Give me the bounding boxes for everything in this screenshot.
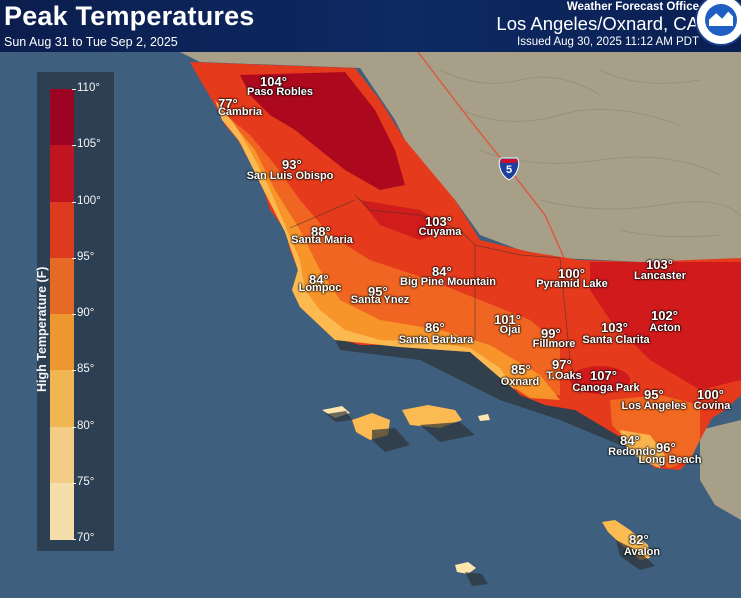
legend-tick-label: 85°: [71, 363, 95, 376]
city-temperature: 103°: [646, 257, 673, 272]
office-location: Los Angeles/Oxnard, CA: [496, 13, 699, 34]
legend-tick-label: 105°: [72, 138, 101, 151]
city-temperature: 84°: [620, 433, 640, 448]
city-temperature: 84°: [432, 264, 452, 279]
city-name: Long Beach: [638, 454, 702, 466]
land-east: [700, 420, 741, 520]
nws-logo-icon: [695, 0, 741, 46]
city-name: Lompoc: [298, 282, 342, 294]
city-name: Cuyama: [418, 226, 462, 238]
city-name: Santa Clarita: [582, 334, 650, 346]
city-temperature: 102°: [651, 308, 678, 323]
legend-segment: [50, 482, 74, 540]
legend-tick-label: 80°: [71, 419, 95, 432]
city-name: Redondo: [608, 446, 656, 458]
city-name: Paso Robles: [246, 86, 314, 98]
city-temperature: 93°: [282, 157, 302, 172]
legend-segment: [50, 314, 74, 371]
interstate-5-label: 5: [505, 164, 513, 176]
city-temperature: 86°: [425, 320, 445, 335]
zone-east-hot: [590, 262, 741, 390]
zone-la-coast: [620, 430, 665, 468]
zone-105-110: [240, 72, 405, 190]
temperature-legend: High Temperature (F) 110° 105° 100° 95° 90° 8…: [35, 72, 114, 551]
legend-segment: [50, 201, 74, 259]
city-temperature: 95°: [368, 284, 388, 299]
city-name: Cambria: [217, 106, 263, 118]
date-range: Sun Aug 31 to Tue Sep 2, 2025: [4, 35, 178, 49]
legend-title: High Temperature (F): [35, 266, 49, 392]
legend-tick-label: 70°: [71, 532, 95, 544]
city-name: Canoga Park: [572, 382, 640, 394]
city-name: Ojai: [499, 324, 521, 336]
city-name: Pyramid Lake: [536, 278, 608, 290]
city-name: Oxnard: [500, 376, 540, 388]
city-name: Los Angeles: [621, 400, 687, 412]
page-title: Peak Temperatures: [4, 1, 255, 31]
legend-color-bar: [50, 89, 74, 540]
city-temperature: 100°: [558, 266, 585, 281]
city-name: Avalon: [623, 546, 661, 558]
office-label: Weather Forecast Office: [566, 1, 699, 13]
zone-coast-80-85: [215, 100, 515, 390]
city-temperature: 101°: [494, 312, 521, 327]
city-name: San Luis Obispo: [246, 170, 334, 182]
city-temperature: 84°: [309, 272, 329, 287]
city-name: Santa Maria: [291, 234, 353, 246]
city-temperature: 103°: [601, 320, 628, 335]
city-temperature: 82°: [629, 532, 649, 547]
header-banner: Peak Temperatures Sun Aug 31 to Tue Sep …: [0, 0, 741, 52]
legend-segment: [50, 370, 74, 427]
city-temperature: 88°: [311, 224, 331, 239]
county-boundaries: [289, 194, 581, 396]
legend-tick-label: 95°: [71, 250, 95, 263]
city-temperature: 100°: [697, 387, 724, 402]
zone-100-105: [360, 200, 450, 240]
legend-tick-label: 90°: [71, 307, 95, 319]
city-temperature: 96°: [656, 440, 676, 455]
zone-canoga-hot: [570, 366, 630, 394]
legend-segment: [50, 89, 74, 146]
city-name: Santa Barbara: [398, 334, 474, 346]
legend-tick-label: 110°: [72, 82, 100, 94]
city-name: Acton: [649, 322, 681, 334]
interstate-shield-icon: [498, 157, 520, 181]
legend-tick-label: 75°: [71, 475, 95, 488]
city-temperature: 95°: [644, 387, 664, 402]
city-name: Santa Ynez: [350, 294, 410, 306]
city-temperature: 104°: [260, 74, 287, 89]
channel-islands: [322, 405, 655, 586]
land-outside-area: [180, 52, 741, 262]
legend-segment: [50, 426, 74, 484]
city-name: Big Pine Mountain: [400, 276, 496, 288]
city-temperature: 85°: [511, 362, 531, 377]
city-name: T.Oaks: [546, 370, 582, 382]
city-temperature: 77°: [218, 96, 238, 111]
issued-time: Issued Aug 30, 2025 11:12 AM PDT: [517, 36, 699, 48]
city-temperature: 107°: [590, 368, 617, 383]
city-temperature: 99°: [541, 326, 561, 341]
city-name: Covina: [693, 400, 731, 412]
zone-la-basin: [610, 395, 700, 468]
nws-logo-mark: [709, 11, 733, 26]
city-name: Fillmore: [532, 338, 576, 350]
city-temperature: 97°: [552, 357, 572, 372]
legend-tick-label: 100°: [72, 194, 101, 207]
city-temperature: 103°: [425, 214, 452, 229]
city-name: Lancaster: [634, 270, 686, 282]
legend-segment: [50, 145, 74, 202]
legend-segment: [50, 257, 74, 315]
